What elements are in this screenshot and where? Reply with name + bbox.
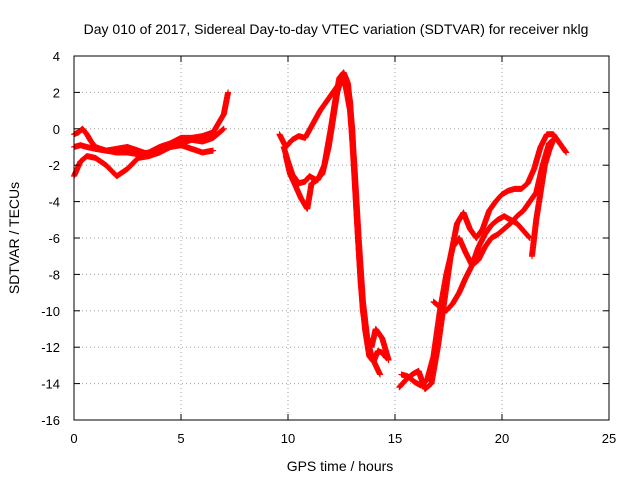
x-tick-label: 0	[70, 431, 77, 446]
data-point	[550, 136, 557, 143]
data-series	[430, 213, 533, 314]
y-tick-label: 0	[53, 122, 60, 137]
y-axis-label: SDTVAR / TECUs	[6, 182, 22, 294]
y-tick-label: -2	[48, 158, 60, 173]
data-point	[210, 147, 217, 154]
y-tick-label: -4	[48, 195, 60, 210]
data-series	[71, 142, 217, 180]
y-tick-label: 4	[53, 49, 60, 64]
data-series	[276, 74, 392, 363]
data-series	[528, 136, 557, 260]
x-axis-label: GPS time / hours	[287, 458, 394, 474]
y-tick-label: -6	[48, 231, 60, 246]
y-tick-label: -12	[41, 340, 60, 355]
y-tick-label: -10	[41, 304, 60, 319]
x-tick-label: 15	[388, 431, 402, 446]
x-tick-label: 25	[602, 431, 616, 446]
y-tick-label: -14	[41, 377, 60, 392]
data-point	[377, 371, 384, 378]
data-point	[225, 89, 232, 96]
data-points	[71, 69, 570, 393]
y-tick-label: -16	[41, 413, 60, 428]
y-tick-label: -8	[48, 267, 60, 282]
grid-lines	[74, 56, 609, 420]
data-point	[219, 126, 226, 133]
data-point	[563, 149, 570, 156]
data-point	[385, 356, 392, 363]
x-tick-label: 5	[177, 431, 184, 446]
axis-ticks: 0 5 10 15 20 25 -16 -14 -12 -10 -8 -6 -4 -2 0 2 4	[41, 49, 616, 446]
data-series	[282, 69, 390, 365]
data-point	[220, 125, 227, 132]
x-tick-label: 10	[281, 431, 295, 446]
x-tick-label: 20	[495, 431, 509, 446]
y-tick-label: 2	[53, 85, 60, 100]
chart-title: Day 010 of 2017, Sidereal Day-to-day VTE…	[84, 21, 589, 37]
data-point	[220, 126, 227, 133]
